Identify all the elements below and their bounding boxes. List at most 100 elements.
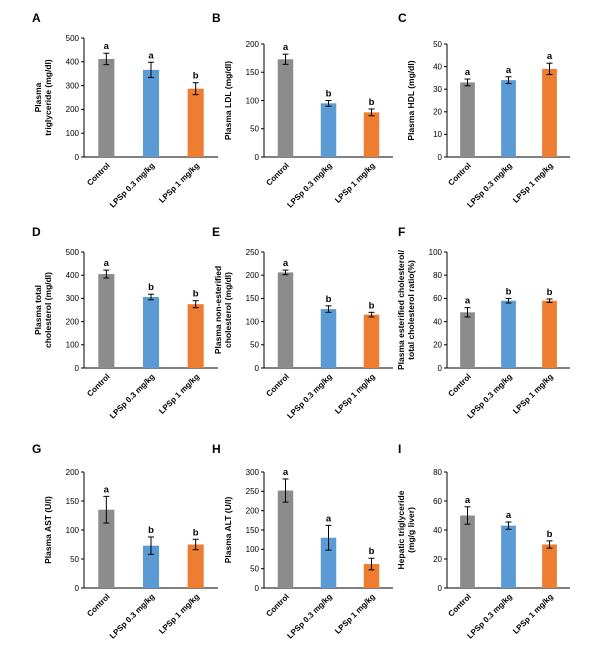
bar-lpsp-0-3-mg-kg [320,537,337,588]
x-tick-label: LPSp 1 mg/kg [333,161,377,205]
x-tick-label: LPSp 0.3 mg/kg [285,161,334,210]
y-tick-label: 50 [433,40,442,49]
y-tick-label: 150 [246,526,260,535]
bar-control [98,509,115,588]
panel-letter: C [398,11,407,25]
y-tick-label: 20 [433,108,442,117]
y-tick-label: 40 [433,526,442,535]
y-axis-label: Plasma non-esterified [213,266,223,354]
bar-lpsp-0-3-mg-kg [501,300,516,368]
y-tick-label: 500 [66,248,80,257]
chart-panel-h: H 0 50 100 150 200 250 300 Plasma ALT (U/l) a Cont… [212,442,393,641]
panel-letter: H [212,442,221,456]
chart-panel-e: E 0 50 100 150 200 250 Plasma non-esterified cho… [212,225,393,421]
bar-lpsp-1-mg-kg [363,564,380,588]
bar-control [460,82,475,157]
significance-letter: a [465,495,471,506]
panel-letter: D [32,225,41,239]
chart-panel-g: G 0 50 100 150 200 Plasma AST (U/l) a Control b LP… [32,442,218,641]
y-tick-label: 100 [66,341,80,350]
y-axis-label: Plasma [33,82,43,112]
y-tick-label: 0 [75,364,80,373]
bar-control [460,312,475,368]
y-tick-label: 300 [66,81,80,90]
significance-letter: b [193,289,199,300]
x-tick-label: LPSp 0.3 mg/kg [108,372,157,421]
y-tick-label: 50 [250,125,259,134]
y-tick-label: 0 [438,584,443,593]
significance-letter: a [506,65,512,76]
x-tick-label: LPSp 1 mg/kg [511,372,555,416]
x-tick-label: LPSp 1 mg/kg [157,161,201,205]
y-axis-label: Plasma HDL (mg/dl) [406,60,416,140]
x-tick-label: Control [446,372,472,398]
y-tick-label: 100 [246,545,260,554]
chart-panel-f: F 0 20 40 60 80 100 Plasma esterified cholester… [396,225,570,421]
y-tick-label: 100 [66,526,80,535]
y-axis-label: triglyceride (mg/dl) [43,59,53,136]
y-axis-label: cholesterol (mg/dl) [43,272,53,348]
x-tick-label: LPSp 0.3 mg/kg [465,592,514,641]
y-axis-label: (mg/g liver) [406,507,416,553]
x-tick-label: LPSp 0.3 mg/kg [285,372,334,421]
y-tick-label: 40 [433,62,442,71]
bar-lpsp-1-mg-kg [187,304,204,368]
y-tick-label: 300 [66,294,80,303]
x-tick-label: Control [264,372,290,398]
x-tick-label: LPSp 0.3 mg/kg [108,592,157,641]
bar-lpsp-1-mg-kg [187,544,204,588]
y-tick-label: 200 [66,105,80,114]
x-tick-label: LPSp 1 mg/kg [333,372,377,416]
x-tick-label: LPSp 0.3 mg/kg [108,161,157,210]
x-tick-label: Control [85,161,111,187]
panel-letter: I [398,442,401,456]
y-tick-label: 100 [246,317,260,326]
y-tick-label: 60 [433,497,442,506]
y-tick-label: 200 [66,468,80,477]
bar-control [460,515,475,588]
y-axis-label: total cholesterol ratio(%) [406,260,416,360]
bar-control [98,274,115,368]
bar-lpsp-0-3-mg-kg [501,80,516,157]
x-tick-label: Control [85,372,111,398]
x-tick-label: Control [446,592,472,618]
panel-letter: G [32,442,41,456]
y-tick-label: 150 [246,294,260,303]
chart-panel-c: C 0 10 20 30 40 50 Plasma HDL (mg/dl) a Control a L… [398,11,570,210]
x-tick-label: Control [264,161,290,187]
bar-lpsp-1-mg-kg [542,300,557,368]
significance-letter: b [148,282,154,293]
x-tick-label: LPSp 1 mg/kg [157,592,201,636]
y-tick-label: 250 [246,248,260,257]
significance-letter: b [193,527,199,538]
y-axis-label: Plasma LDL (mg/dl) [223,61,233,140]
x-tick-label: LPSp 1 mg/kg [511,592,555,636]
significance-letter: b [369,97,375,108]
bar-control [98,58,115,157]
panel-letter: E [212,225,220,239]
bar-lpsp-1-mg-kg [542,68,557,157]
panel-letter: A [32,11,41,25]
significance-letter: b [326,294,332,305]
x-tick-label: LPSp 1 mg/kg [157,372,201,416]
significance-letter: a [465,67,471,78]
bar-control [277,272,294,368]
x-tick-label: Control [85,592,111,618]
y-tick-label: 20 [433,555,442,564]
bar-lpsp-1-mg-kg [542,544,557,588]
y-tick-label: 0 [75,153,80,162]
y-tick-label: 10 [433,130,442,139]
y-tick-label: 50 [250,341,259,350]
y-tick-label: 0 [438,153,443,162]
significance-letter: b [547,529,553,540]
y-tick-label: 200 [246,506,260,515]
y-tick-label: 40 [433,317,442,326]
significance-letter: b [369,300,375,311]
y-tick-label: 30 [433,85,442,94]
bar-lpsp-0-3-mg-kg [320,103,337,157]
y-tick-label: 0 [255,584,260,593]
y-tick-label: 0 [255,153,260,162]
y-tick-label: 250 [246,487,260,496]
bar-lpsp-1-mg-kg [363,314,380,368]
